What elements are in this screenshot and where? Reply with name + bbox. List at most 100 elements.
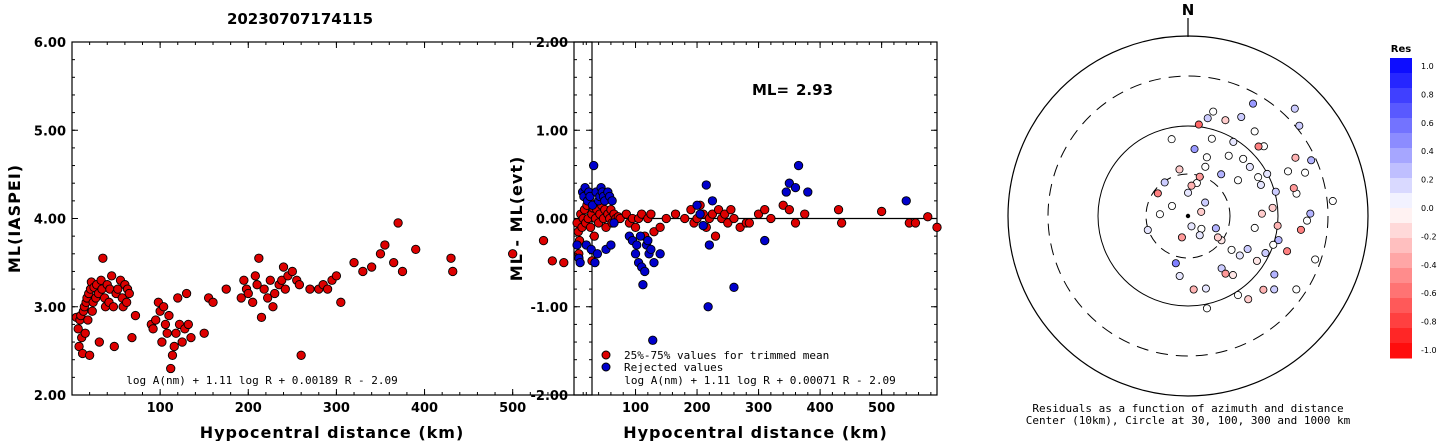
colorbar-segment bbox=[1390, 73, 1412, 89]
station-marker bbox=[1234, 291, 1243, 300]
data-point bbox=[171, 328, 181, 338]
station-marker bbox=[1143, 225, 1152, 234]
station-marker bbox=[1202, 304, 1211, 313]
legend-marker-trimmed bbox=[601, 350, 611, 360]
station-marker bbox=[1217, 264, 1226, 273]
rejected-point bbox=[704, 240, 715, 250]
colorbar-tick-label: 1.0 bbox=[1421, 62, 1434, 71]
data-point bbox=[252, 280, 262, 290]
station-marker bbox=[1228, 271, 1237, 280]
colorbar-tick-label: -0.6 bbox=[1421, 289, 1437, 298]
rejected-point bbox=[784, 178, 794, 188]
colorbar-segment bbox=[1390, 88, 1412, 104]
trimmed-mean-point bbox=[784, 205, 794, 215]
colorbar-segment bbox=[1390, 313, 1412, 329]
data-point bbox=[169, 341, 179, 352]
data-point bbox=[380, 240, 390, 250]
rejected-point bbox=[648, 335, 658, 345]
trimmed-mean-point bbox=[910, 218, 921, 228]
data-point bbox=[349, 257, 359, 268]
station-marker bbox=[1303, 216, 1312, 225]
trimmed-mean-point bbox=[621, 209, 631, 219]
north-label: N bbox=[1182, 1, 1195, 19]
trimmed-mean-point bbox=[615, 213, 625, 224]
data-point bbox=[358, 266, 368, 277]
rejected-point bbox=[606, 240, 616, 250]
rejected-point bbox=[607, 196, 617, 206]
data-point bbox=[331, 271, 342, 281]
data-point bbox=[448, 266, 458, 277]
station-marker bbox=[1227, 245, 1236, 254]
station-marker bbox=[1256, 180, 1265, 189]
x-axis-label: Hypocentral distance (km) bbox=[623, 423, 888, 441]
station-marker bbox=[1252, 256, 1261, 265]
y-tick-label: 3.00 bbox=[34, 301, 66, 316]
data-point bbox=[157, 337, 167, 347]
station-marker bbox=[1175, 165, 1184, 174]
station-marker bbox=[1234, 176, 1243, 185]
station-marker bbox=[1295, 121, 1304, 130]
station-marker bbox=[1209, 107, 1218, 116]
colorbar-segment bbox=[1390, 178, 1412, 194]
station-marker bbox=[1201, 284, 1210, 293]
station-marker bbox=[1167, 135, 1176, 144]
station-marker bbox=[1160, 178, 1169, 187]
station-marker bbox=[1292, 285, 1301, 294]
formula-label: log A(nm) + 1.11 log R + 0.00071 R - 2.0… bbox=[624, 374, 896, 387]
data-point bbox=[221, 284, 231, 294]
data-point bbox=[294, 280, 305, 290]
trimmed-mean-point bbox=[735, 222, 745, 232]
rejected-point bbox=[803, 187, 813, 197]
data-point bbox=[181, 288, 192, 299]
rejected-point bbox=[790, 182, 801, 193]
station-marker bbox=[1289, 184, 1298, 193]
colorbar-segment bbox=[1390, 328, 1412, 344]
station-marker bbox=[1244, 295, 1253, 304]
station-marker bbox=[1203, 114, 1212, 123]
data-point bbox=[166, 363, 176, 374]
station-marker bbox=[1153, 189, 1162, 198]
y-axis-label: ML(IASPEI) bbox=[5, 164, 24, 273]
data-point bbox=[277, 275, 287, 285]
rejected-point bbox=[701, 180, 711, 190]
data-point bbox=[113, 284, 123, 294]
station-marker bbox=[1270, 285, 1279, 294]
rejected-point bbox=[589, 160, 599, 171]
station-marker bbox=[1263, 169, 1272, 178]
rejected-point bbox=[695, 209, 705, 219]
data-point bbox=[148, 324, 158, 334]
station-marker bbox=[1254, 142, 1263, 151]
rejected-point bbox=[587, 200, 598, 210]
station-marker bbox=[1175, 272, 1184, 281]
rejected-point bbox=[707, 196, 718, 206]
data-point bbox=[109, 341, 119, 352]
x-axis-label: Hypocentral distance (km) bbox=[200, 423, 465, 441]
x-tick-label: 200 bbox=[683, 401, 710, 416]
data-point bbox=[107, 271, 117, 281]
station-marker bbox=[1274, 236, 1283, 245]
data-point bbox=[124, 288, 134, 299]
trimmed-mean-point bbox=[670, 209, 681, 219]
data-point bbox=[162, 328, 172, 338]
station-marker bbox=[1307, 156, 1316, 165]
rejected-point bbox=[572, 240, 582, 250]
trimmed-mean-point bbox=[760, 205, 770, 215]
colorbar-segment bbox=[1390, 58, 1412, 74]
rejected-point bbox=[609, 218, 619, 228]
trimmed-mean-point bbox=[630, 222, 641, 232]
data-point bbox=[305, 284, 315, 294]
data-point bbox=[186, 332, 196, 343]
y-tick-label: 6.00 bbox=[34, 36, 66, 51]
station-marker bbox=[1221, 116, 1230, 125]
station-marker bbox=[1301, 168, 1310, 177]
colorbar-segment bbox=[1390, 148, 1412, 164]
data-point bbox=[259, 284, 269, 294]
data-point bbox=[183, 319, 193, 330]
colorbar-tick-label: 0.4 bbox=[1421, 147, 1434, 156]
colorbar-segment bbox=[1390, 118, 1412, 134]
x-tick-label: 100 bbox=[622, 401, 649, 416]
rejected-point bbox=[635, 231, 646, 241]
colorbar-segment bbox=[1390, 208, 1412, 224]
colorbar-tick-label: 0.6 bbox=[1421, 119, 1434, 128]
colorbar-segment bbox=[1390, 238, 1412, 254]
